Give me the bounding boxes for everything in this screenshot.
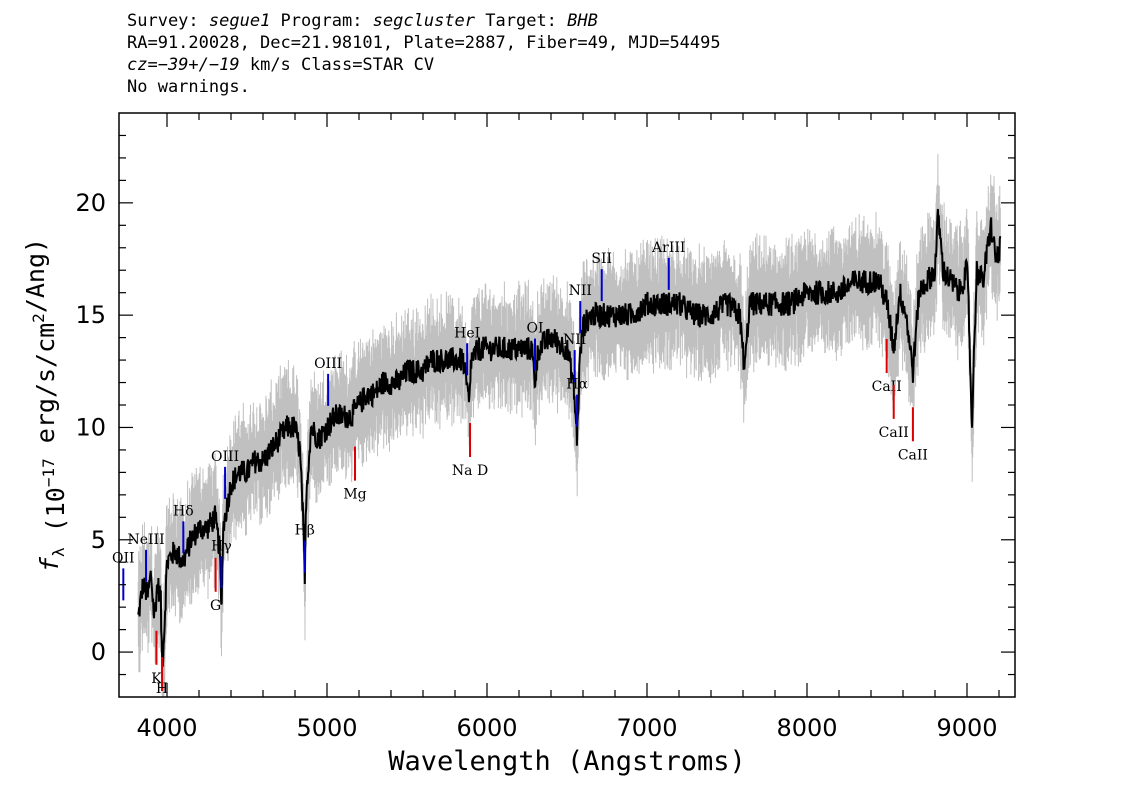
y-tick-label: 10 bbox=[75, 413, 106, 441]
flux-series-line bbox=[137, 208, 1002, 667]
emission-line-label: HeI bbox=[454, 325, 480, 341]
emission-line-label: SII bbox=[591, 251, 612, 267]
target-value: BHB bbox=[567, 11, 598, 31]
program-label: Program: bbox=[270, 11, 373, 31]
emission-line-label: ArIII bbox=[651, 240, 685, 256]
x-tick-label: 4000 bbox=[136, 714, 197, 742]
survey-label: Survey: bbox=[127, 11, 209, 31]
x-tick-label: 9000 bbox=[936, 714, 997, 742]
x-axis-label: Wavelength (Angstroms) bbox=[388, 746, 746, 777]
survey-value: segue1 bbox=[208, 11, 271, 31]
y-tick-label: 15 bbox=[75, 301, 106, 329]
emission-line-label: NII bbox=[563, 332, 586, 348]
emission-line-label: NeIII bbox=[127, 532, 164, 548]
class-text: km/s Class=STAR CV bbox=[239, 55, 435, 75]
x-tick-label: 5000 bbox=[296, 714, 357, 742]
line-annotations: OII NeIII Hδ Hγ OIII Hβ OIII HeI OI NII Hα NII SII Ar… bbox=[112, 240, 928, 697]
emission-line-label: OII bbox=[112, 550, 135, 566]
y-axis-label-part: −17 bbox=[39, 458, 58, 487]
error-band bbox=[137, 153, 1001, 697]
spectrum-header: Survey: segue1 Program: segcluster Targe… bbox=[127, 10, 721, 98]
y-axis-label-part: f bbox=[35, 556, 64, 572]
absorption-line-label: G bbox=[210, 598, 221, 614]
axis-ticks: 4000 5000 6000 7000 8000 9000 0 5 10 15 20 bbox=[75, 113, 1015, 742]
absorption-line-label: K bbox=[151, 671, 162, 687]
x-tick-label: 6000 bbox=[456, 714, 517, 742]
target-label: Target: bbox=[475, 11, 568, 31]
absorption-line-label: Mg bbox=[343, 487, 366, 503]
header-line-coords: RA=91.20028, Dec=21.98101, Plate=2887, F… bbox=[127, 33, 721, 53]
x-tick-label: 7000 bbox=[616, 714, 677, 742]
flux-layer bbox=[137, 208, 1002, 667]
y-axis-label-part: /Ang) bbox=[21, 238, 50, 313]
emission-line-label: OIII bbox=[314, 356, 342, 372]
y-tick-label: 20 bbox=[75, 189, 106, 217]
y-axis-label: fλ (10−17 erg/s/cm2/Ang) bbox=[21, 238, 70, 572]
emission-line-label: OI bbox=[526, 321, 543, 337]
y-axis-label-part: (10 bbox=[41, 487, 70, 547]
emission-line-label: NII bbox=[569, 283, 592, 299]
y-tick-label: 0 bbox=[91, 638, 106, 666]
y-axis-label-part: erg/s/cm bbox=[31, 323, 60, 458]
emission-line-label: OIII bbox=[211, 449, 239, 465]
emission-line-label: Hβ bbox=[295, 523, 315, 539]
y-tick-label: 5 bbox=[91, 526, 106, 554]
absorption-line-label: Na D bbox=[452, 463, 488, 479]
y-axis-label-part: λ bbox=[49, 547, 68, 557]
emission-line-label: Hδ bbox=[173, 503, 194, 519]
header-line-warnings: No warnings. bbox=[127, 77, 250, 97]
absorption-line-label: CaII bbox=[879, 425, 909, 441]
error-band-layer bbox=[137, 153, 1001, 697]
absorption-line-label: CaII bbox=[872, 379, 902, 395]
header-line-survey: Survey: segue1 Program: segcluster Targe… bbox=[127, 10, 721, 32]
y-axis-label-text: fλ (10−17 erg/s/cm2/Ang) bbox=[21, 238, 70, 572]
x-tick-label: 8000 bbox=[776, 714, 837, 742]
cz-label: cz bbox=[127, 55, 148, 75]
program-value: segcluster bbox=[372, 11, 476, 31]
absorption-line-label: CaII bbox=[898, 447, 928, 463]
emission-line-label: Hγ bbox=[211, 538, 232, 554]
absorption-line-label: H bbox=[156, 681, 168, 697]
y-axis-label-part: 2 bbox=[29, 313, 48, 323]
cz-value: =−39+/−19 bbox=[147, 55, 240, 75]
header-line-redshift: cz=−39+/−19 km/s Class=STAR CV bbox=[127, 54, 721, 76]
emission-line-label: Hα bbox=[566, 377, 588, 393]
